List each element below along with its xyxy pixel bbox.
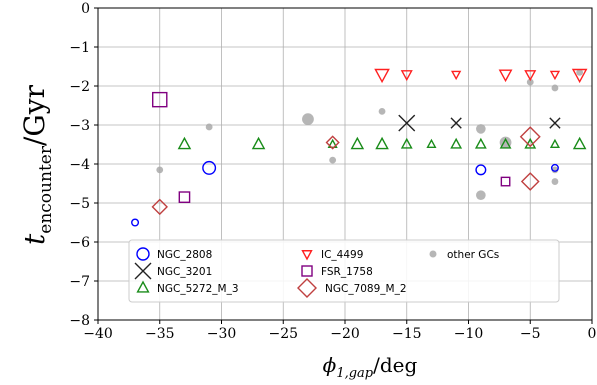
legend-label: NGC_2808: [157, 249, 212, 261]
point-ngc-5272-m-3: [474, 137, 487, 149]
point-other-gcs: [551, 166, 559, 174]
y-tick-label: −3: [69, 118, 90, 134]
point-ngc-5272-m-3: [251, 136, 266, 150]
point-ngc-5272-m-3: [375, 136, 389, 150]
series-ngc-3201: [398, 114, 561, 132]
point-fsr-1758: [152, 91, 168, 108]
point-other-gcs: [551, 84, 559, 92]
x-tick-label: −20: [330, 326, 360, 342]
point-ngc-5272-m-3: [549, 138, 560, 148]
point-ngc-5272-m-3: [450, 137, 463, 149]
y-tick-label: −5: [69, 196, 90, 212]
series-fsr-1758: [152, 91, 511, 203]
x-tick-label: 0: [588, 326, 597, 342]
point-ngc-7089-m-2: [520, 172, 540, 191]
point-other-gcs: [476, 190, 486, 201]
series-other-gcs: [156, 68, 584, 201]
point-ngc-5272-m-3: [572, 136, 587, 150]
y-tick-label: −2: [69, 79, 90, 95]
svg-text:ϕ1,gap/deg: ϕ1,gap/deg: [323, 353, 418, 381]
point-other-gcs: [551, 178, 559, 185]
point-ic-4499: [498, 69, 513, 83]
point-ic-4499: [400, 70, 413, 82]
legend-marker: [136, 247, 150, 261]
legend-marker: [136, 280, 150, 293]
point-ngc-2808: [550, 163, 559, 172]
point-ngc-5272-m-3: [350, 136, 365, 150]
legend-label: NGC_3201: [157, 266, 212, 278]
point-fsr-1758: [178, 191, 191, 203]
axis-ticks: −40 −35 −30 −25 −20 −15 −10 −5 0 0 −1 −2 −3 −4 −5 −6 −7 −…: [69, 1, 596, 342]
point-ngc-2808: [475, 164, 487, 176]
point-ngc-7089-m-2: [151, 198, 168, 216]
y-tick-label: −8: [69, 313, 90, 329]
legend-marker: [429, 250, 437, 258]
x-tick-label: −30: [207, 326, 237, 342]
point-other-gcs: [205, 123, 213, 131]
legend-item: FSR_1758: [301, 265, 373, 278]
legend-marker: [134, 262, 152, 280]
legend-item: NGC_2808: [136, 247, 212, 261]
y-tick-label: −1: [69, 40, 90, 56]
point-other-gcs: [329, 156, 337, 164]
svg-text:tencounter/Gyr: tencounter/Gyr: [18, 84, 56, 245]
x-axis-title: ϕ1,gap/deg: [323, 353, 418, 381]
point-ngc-2808: [131, 218, 140, 227]
legend-marker: [301, 250, 313, 261]
y-tick-label: −4: [69, 157, 90, 173]
series-ngc-2808: [131, 160, 559, 227]
point-ngc-3201: [398, 114, 416, 132]
point-ngc-5272-m-3: [426, 138, 437, 148]
x-tick-label: −25: [268, 326, 298, 342]
point-other-gcs: [476, 124, 486, 134]
legend-box: [128, 239, 560, 303]
x-tick-label: −40: [83, 326, 113, 342]
legend-label: FSR_1758: [321, 266, 373, 278]
y-tick-label: 0: [81, 1, 90, 17]
point-other-gcs: [378, 107, 386, 115]
point-ngc-5272-m-3: [400, 137, 413, 149]
point-ngc-5272-m-3: [177, 136, 192, 150]
point-ic-4499: [374, 68, 390, 84]
legend: NGC_2808 NGC_3201 NGC_5272_M_3 IC_4499 FSR_1…: [128, 239, 560, 303]
point-other-gcs: [156, 166, 164, 174]
point-fsr-1758: [500, 176, 511, 187]
y-tick-label: −7: [69, 274, 90, 290]
legend-item: NGC_7089_M_2: [297, 278, 407, 298]
legend-label: NGC_5272_M_3: [157, 283, 239, 295]
legend-item: IC_4499: [301, 249, 363, 261]
y-axis-title: tencounter/Gyr: [18, 84, 56, 245]
point-ic-4499: [524, 70, 537, 82]
point-other-gcs: [576, 68, 584, 76]
legend-label: other GCs: [447, 249, 499, 261]
legend-label: NGC_7089_M_2: [325, 283, 407, 295]
x-tick-label: −5: [520, 326, 541, 342]
point-ngc-3201: [549, 117, 561, 129]
legend-marker: [301, 265, 313, 277]
point-ngc-7089-m-2: [519, 126, 541, 148]
point-ngc-5272-m-3: [499, 137, 512, 149]
series-ic-4499: [374, 68, 588, 84]
legend-item: other GCs: [429, 249, 499, 261]
point-ic-4499: [451, 70, 462, 81]
x-tick-label: −10: [454, 326, 484, 342]
point-other-gcs: [302, 113, 314, 126]
x-tick-label: −35: [145, 326, 175, 342]
point-ngc-2808: [202, 160, 217, 175]
point-ic-4499: [571, 68, 588, 84]
legend-label: IC_4499: [321, 249, 363, 261]
y-tick-label: −6: [69, 235, 90, 251]
point-ic-4499: [549, 70, 561, 81]
data-points: [131, 68, 588, 227]
point-other-gcs: [526, 78, 534, 86]
point-ngc-7089-m-2: [325, 135, 340, 150]
point-ngc-5272-m-3: [327, 138, 338, 148]
legend-marker: [297, 278, 317, 298]
x-tick-label: −15: [392, 326, 422, 342]
point-ngc-3201: [450, 117, 462, 129]
legend-item: NGC_3201: [134, 262, 212, 280]
series-ngc-7089-m-2: [151, 126, 541, 216]
legend-item: NGC_5272_M_3: [136, 280, 239, 295]
